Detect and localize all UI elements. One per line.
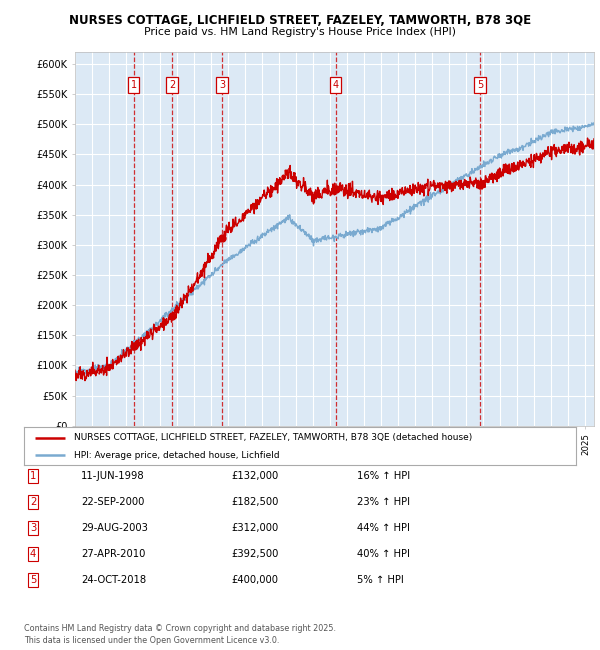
Text: £182,500: £182,500 [231, 497, 278, 507]
Text: NURSES COTTAGE, LICHFIELD STREET, FAZELEY, TAMWORTH, B78 3QE: NURSES COTTAGE, LICHFIELD STREET, FAZELE… [69, 14, 531, 27]
Text: 29-AUG-2003: 29-AUG-2003 [81, 523, 148, 533]
Text: 40% ↑ HPI: 40% ↑ HPI [357, 549, 410, 559]
Text: 4: 4 [332, 80, 339, 90]
Text: 24-OCT-2018: 24-OCT-2018 [81, 575, 146, 585]
Text: 1: 1 [30, 471, 36, 481]
Text: 23% ↑ HPI: 23% ↑ HPI [357, 497, 410, 507]
Text: HPI: Average price, detached house, Lichfield: HPI: Average price, detached house, Lich… [74, 451, 280, 460]
Text: £312,000: £312,000 [231, 523, 278, 533]
Text: 22-SEP-2000: 22-SEP-2000 [81, 497, 145, 507]
Text: Price paid vs. HM Land Registry's House Price Index (HPI): Price paid vs. HM Land Registry's House … [144, 27, 456, 37]
Text: £400,000: £400,000 [231, 575, 278, 585]
Text: 2: 2 [169, 80, 175, 90]
Text: Contains HM Land Registry data © Crown copyright and database right 2025.
This d: Contains HM Land Registry data © Crown c… [24, 624, 336, 645]
Text: 5% ↑ HPI: 5% ↑ HPI [357, 575, 404, 585]
Text: £392,500: £392,500 [231, 549, 278, 559]
Text: 2: 2 [30, 497, 36, 507]
Text: 11-JUN-1998: 11-JUN-1998 [81, 471, 145, 481]
Text: 44% ↑ HPI: 44% ↑ HPI [357, 523, 410, 533]
Text: 4: 4 [30, 549, 36, 559]
Text: 3: 3 [30, 523, 36, 533]
Text: 27-APR-2010: 27-APR-2010 [81, 549, 145, 559]
Text: 5: 5 [30, 575, 36, 585]
Text: £132,000: £132,000 [231, 471, 278, 481]
Text: 16% ↑ HPI: 16% ↑ HPI [357, 471, 410, 481]
Text: 1: 1 [130, 80, 137, 90]
Text: 5: 5 [477, 80, 483, 90]
Text: NURSES COTTAGE, LICHFIELD STREET, FAZELEY, TAMWORTH, B78 3QE (detached house): NURSES COTTAGE, LICHFIELD STREET, FAZELE… [74, 433, 472, 442]
Text: 3: 3 [219, 80, 225, 90]
